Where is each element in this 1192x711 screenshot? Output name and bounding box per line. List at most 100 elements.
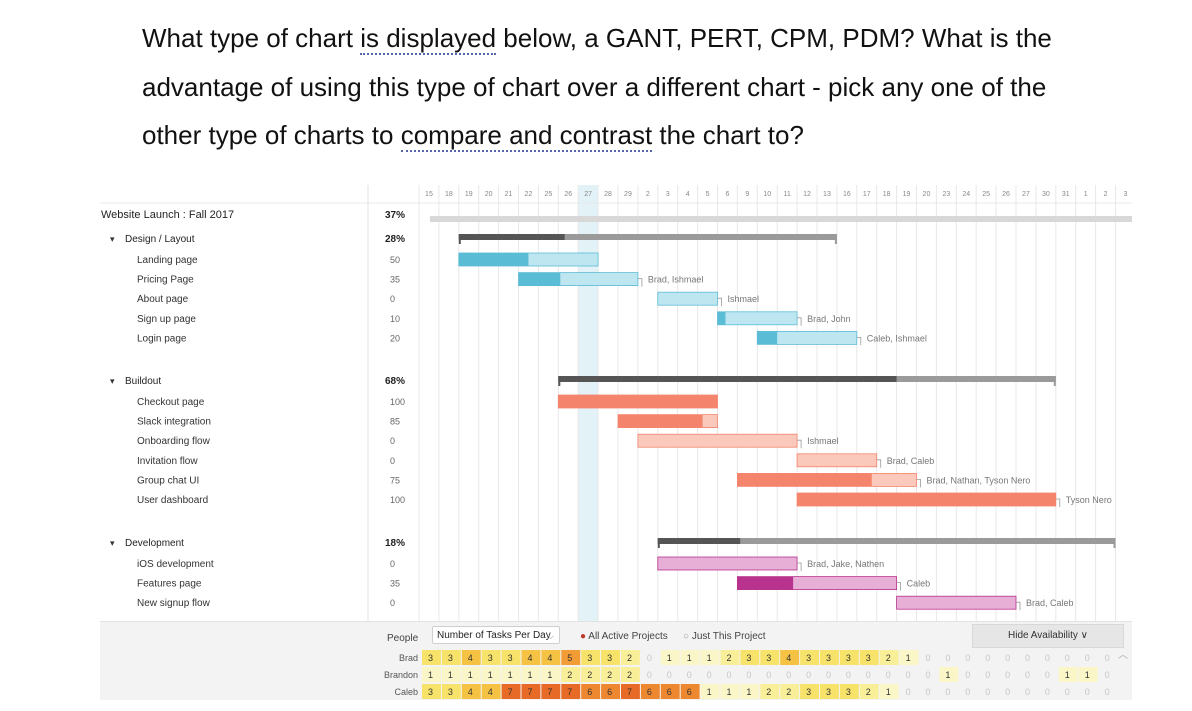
workload-cell [839, 684, 859, 699]
workload-count: 0 [766, 670, 771, 680]
task-name: User dashboard [137, 495, 208, 506]
task-value: 35 [390, 579, 400, 589]
date-label: 3 [666, 191, 670, 198]
workload-count: 0 [866, 670, 871, 680]
question-line-2: advantage of using this type of chart ov… [142, 71, 1047, 102]
radio-all-active-projects[interactable]: ● All Active Projects [580, 631, 668, 642]
dependency-line [797, 439, 802, 449]
group-bar-start [458, 234, 461, 244]
group-name: Design / Layout [125, 234, 195, 245]
date-label: 19 [903, 191, 911, 198]
workload-count: 0 [826, 670, 831, 680]
task-assignee-label: Brad, Jake, Nathen [807, 559, 884, 569]
workload-cell [601, 667, 620, 682]
task-value: 0 [390, 559, 395, 569]
task-progress [757, 331, 778, 345]
workload-count: 3 [448, 653, 453, 663]
workload-count: 3 [508, 653, 513, 663]
date-label: 27 [1022, 191, 1030, 198]
workload-count: 0 [1005, 670, 1010, 680]
dependency-line [797, 317, 802, 326]
date-label: 4 [686, 191, 690, 198]
dependency-line [1055, 498, 1061, 507]
workload-count: 3 [806, 653, 811, 663]
group-progress [558, 376, 897, 382]
workload-cell [501, 650, 521, 665]
group-bar [458, 234, 837, 240]
workload-count: 3 [866, 653, 871, 663]
workload-count: 0 [1025, 670, 1030, 680]
group-progress [657, 538, 741, 544]
hide-availability-button[interactable]: Hide Availability ∨ [972, 624, 1124, 648]
workload-count: 1 [1085, 670, 1090, 680]
workload-cell [581, 667, 601, 682]
task-assignee-label: Caleb, Ishmael [867, 333, 927, 343]
workload-cell [501, 684, 521, 699]
question-text: What type of chart is displayed below, a… [142, 14, 1152, 160]
workload-cell [461, 684, 481, 699]
workload-count: 7 [547, 687, 552, 697]
workload-count: 2 [627, 670, 632, 680]
workload-count: 3 [448, 687, 453, 697]
workload-cell [621, 684, 640, 699]
workload-cell [1078, 667, 1098, 682]
project-percent: 37% [385, 210, 405, 221]
task-progress [458, 253, 529, 266]
task-bar [796, 453, 878, 468]
workload-count: 0 [965, 653, 970, 663]
workload-count: 1 [886, 687, 891, 697]
workload-count: 0 [1045, 687, 1050, 697]
workload-cell [601, 650, 620, 665]
task-name: New signup flow [137, 598, 211, 609]
collapse-icon: ▾ [110, 538, 115, 548]
workload-cell [481, 667, 501, 682]
task-name: Invitation flow [137, 456, 198, 467]
workload-count: 0 [945, 653, 950, 663]
question-line-1: What type of chart is displayed below, a… [142, 23, 1052, 55]
task-name: iOS development [137, 559, 214, 570]
date-label: 10 [763, 191, 771, 198]
workload-count: 3 [806, 687, 811, 697]
date-label: 20 [923, 191, 931, 198]
workload-grid: Brad 3 3 4 3 3 4 4 5 3 3 2 0 1 1 1 2 3 3 4 3 3 3 3 2 1 0 0 0 0 0 0 0 0 0 0 B… [384, 650, 1110, 699]
workload-count: 1 [528, 670, 533, 680]
workload-cell [859, 650, 879, 665]
date-label: 5 [706, 191, 710, 198]
workload-count: 0 [1005, 653, 1010, 663]
date-label: 9 [745, 191, 749, 198]
workload-cell [561, 667, 581, 682]
workload-cell [561, 650, 581, 665]
workload-count: 0 [746, 670, 751, 680]
workload-count: 6 [667, 687, 672, 697]
date-label: 25 [544, 191, 552, 198]
workload-count: 3 [428, 687, 433, 697]
today-column [578, 185, 599, 699]
workload-count: 0 [1065, 687, 1070, 697]
workload-count: 7 [567, 687, 572, 697]
tasks-per-day-select[interactable]: Number of Tasks Per Day ⌵ [432, 626, 560, 644]
workload-cell [700, 684, 720, 699]
task-name: Group chat UI [137, 475, 199, 486]
workload-count: 0 [846, 670, 851, 680]
workload-count: 3 [746, 653, 751, 663]
workload-count: 0 [1105, 670, 1110, 680]
workload-count: 0 [926, 670, 931, 680]
task-progress [558, 395, 718, 408]
workload-panel: People Number of Tasks Per Day ⌵ ● All A… [100, 621, 1132, 700]
radio-just-this-project[interactable]: ○ Just This Project [683, 631, 766, 642]
task-value: 0 [390, 436, 395, 446]
person-name: Brandon [384, 670, 418, 680]
workload-count: 0 [886, 670, 891, 680]
task-assignee-label: Brad, Caleb [1026, 598, 1074, 608]
workload-count: 7 [528, 687, 533, 697]
date-label: 3 [1123, 191, 1127, 198]
task-name: Sign up page [137, 314, 196, 325]
workload-count: 0 [1005, 687, 1010, 697]
workload-count: 1 [448, 670, 453, 680]
date-label: 15 [425, 191, 433, 198]
workload-cell [501, 667, 521, 682]
group-bar-end [1113, 538, 1116, 548]
task-name: Login page [137, 333, 187, 344]
scroll-up-icon[interactable]: ︿ [1118, 650, 1128, 661]
task-assignee-label: Brad, Caleb [887, 456, 935, 466]
